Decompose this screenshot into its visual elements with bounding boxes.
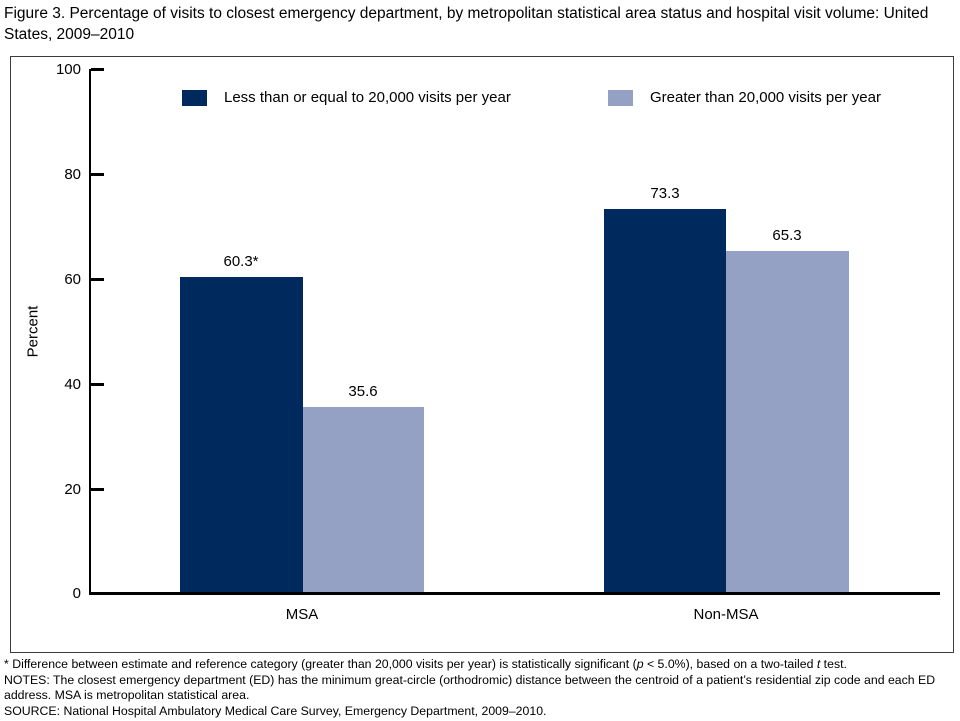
legend-label-high-volume: Greater than 20,000 visits per year [650,89,881,106]
y-tick-40 [91,383,104,386]
y-axis-title: Percent [24,305,42,358]
legend-swatch-low-volume [182,89,207,106]
bar-nonmsa-high-volume [726,251,849,594]
y-tick-80 [91,173,104,176]
y-tick-label-80: 80 [64,166,81,183]
y-tick-20 [91,488,104,491]
legend-item-high-volume: Greater than 20,000 visits per year [608,89,881,106]
bar-value-label: 35.6 [348,383,378,400]
bar-value-label: 60.3* [223,253,259,270]
x-category-label-nonmsa: Non-MSA [693,606,759,623]
footnote-italic-p: p [636,657,644,671]
footnote-notes: NOTES: The closest emergency department … [4,672,936,703]
bar-msa-high-volume [303,407,424,594]
y-tick-60 [91,278,104,281]
y-tick-label-0: 0 [72,585,81,602]
figure-title: Figure 3. Percentage of visits to closes… [4,5,929,43]
y-axis-line [89,69,91,594]
y-tick-100 [91,68,104,71]
footnote-significance-text: < 5.0%), based on a two-tailed [643,657,817,671]
y-tick-label-20: 20 [64,481,81,498]
y-tick-label-100: 100 [55,61,81,78]
footnote-source: SOURCE: National Hospital Ambulatory Med… [4,703,547,718]
chart-frame: Less than or equal to 20,000 visits per … [10,56,954,653]
y-tick-label-60: 60 [64,271,81,288]
footnote-significance-text: * Difference between estimate and refere… [4,657,637,671]
bar-value-label: 65.3 [772,227,802,244]
bar-msa-low-volume [180,277,303,594]
footnote-significance: * Difference between estimate and refere… [4,657,954,673]
legend-item-low-volume: Less than or equal to 20,000 visits per … [182,89,511,106]
footnotes: * Difference between estimate and refere… [4,657,954,719]
x-axis-line [89,592,940,595]
bar-value-label: 73.3 [650,185,680,202]
footnote-italic-t: t [816,657,821,671]
legend-label-low-volume: Less than or equal to 20,000 visits per … [224,89,511,106]
footnote-significance-text: test. [820,657,847,671]
legend-swatch-high-volume [608,89,633,106]
plot-area: 60.3* 35.6 73.3 65.3 [91,69,942,594]
x-category-label-msa: MSA [285,606,319,623]
y-tick-label-40: 40 [64,376,81,393]
bar-nonmsa-low-volume [604,209,726,594]
